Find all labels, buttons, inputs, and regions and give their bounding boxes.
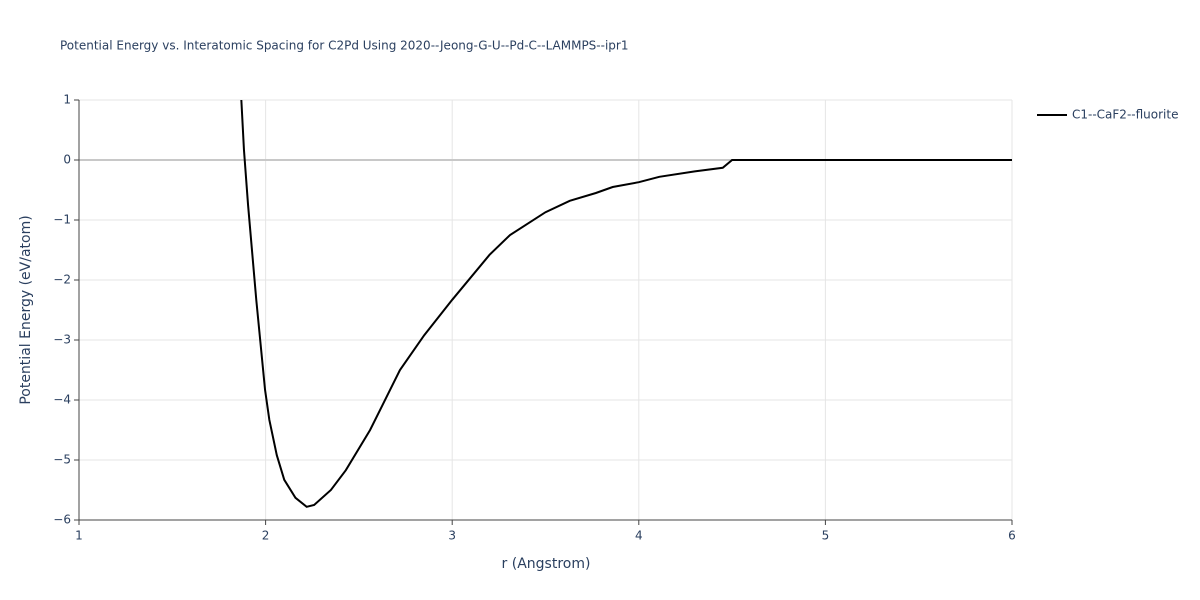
- chart-title: Potential Energy vs. Interatomic Spacing…: [60, 39, 628, 53]
- y-tick-label: −4: [53, 393, 71, 407]
- y-tick-label: −6: [53, 513, 71, 527]
- x-tick-label: 4: [635, 529, 643, 543]
- y-tick-label: −1: [53, 213, 71, 227]
- x-tick-label: 6: [1008, 529, 1016, 543]
- y-axis-label: Potential Energy (eV/atom): [18, 215, 34, 404]
- y-tick-label: −3: [53, 333, 71, 347]
- data-line: [240, 99, 1012, 508]
- legend-label: C1--CaF2--fluorite: [1072, 108, 1178, 122]
- y-tick-label: 1: [63, 93, 71, 107]
- x-tick-label: 2: [262, 529, 270, 543]
- x-tick-label: 1: [75, 529, 83, 543]
- y-tick-label: −5: [53, 453, 71, 467]
- x-axis-label: r (Angstrom): [502, 556, 591, 572]
- x-tick-label: 3: [448, 529, 456, 543]
- y-tick-label: −2: [53, 273, 71, 287]
- x-tick-label: 5: [822, 529, 830, 543]
- y-tick-label: 0: [63, 153, 71, 167]
